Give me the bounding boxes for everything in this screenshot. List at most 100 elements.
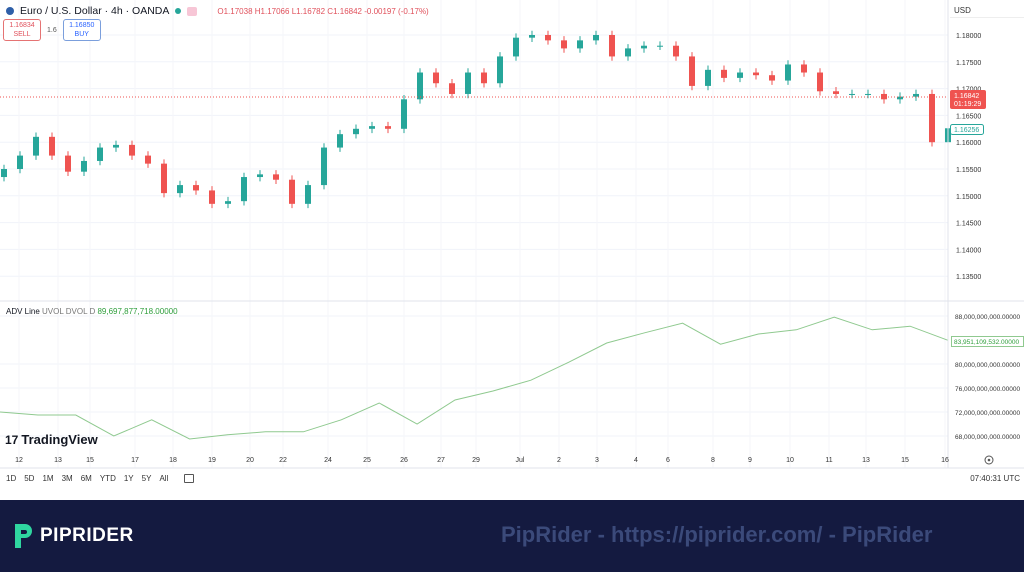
candle xyxy=(465,72,471,94)
time-tick: 9 xyxy=(748,457,752,464)
candle xyxy=(161,163,167,194)
symbol-title[interactable]: Euro / U.S. Dollar · 4h · OANDA xyxy=(20,5,170,17)
candle xyxy=(577,40,583,49)
candle xyxy=(561,40,567,49)
time-tick: 19 xyxy=(208,457,216,464)
candle xyxy=(657,45,663,47)
candle xyxy=(97,147,103,161)
candle xyxy=(641,45,647,49)
settings-icon[interactable] xyxy=(984,455,994,465)
candle xyxy=(305,185,311,204)
candle xyxy=(145,155,151,164)
candle xyxy=(113,144,119,148)
candle xyxy=(705,69,711,86)
time-tick: 8 xyxy=(711,457,715,464)
candle xyxy=(609,35,615,57)
candle xyxy=(929,93,935,143)
price-tick: 1.16500 xyxy=(956,113,981,120)
time-tick: 15 xyxy=(901,457,909,464)
candle xyxy=(385,126,391,129)
candle xyxy=(481,72,487,84)
candle xyxy=(353,128,359,135)
candle xyxy=(65,155,71,172)
chart-canvas[interactable]: 1.180001.175001.170001.165001.160001.155… xyxy=(0,0,1024,500)
time-tick: 10 xyxy=(786,457,794,464)
period-5d[interactable]: 5D xyxy=(24,474,35,483)
period-ytd[interactable]: YTD xyxy=(99,474,116,483)
candle xyxy=(593,35,599,41)
symbol-flag-icon xyxy=(6,7,14,15)
candle xyxy=(17,155,23,169)
time-tick: 11 xyxy=(825,457,832,464)
period-all[interactable]: All xyxy=(159,474,169,483)
period-1y[interactable]: 1Y xyxy=(123,474,134,483)
time-tick: 15 xyxy=(86,457,94,464)
time-tick: 17 xyxy=(131,457,139,464)
candle xyxy=(497,56,503,84)
time-tick: 16 xyxy=(941,457,949,464)
candle xyxy=(417,72,423,100)
candle xyxy=(849,93,855,95)
time-tick: 24 xyxy=(324,457,332,464)
candle xyxy=(673,45,679,57)
indicator-tick: 80,000,000,000.00000 xyxy=(955,362,1020,369)
time-tick: 25 xyxy=(363,457,371,464)
adv-current-label: 83,951,109,532.00000 xyxy=(951,336,1024,347)
banner: PIPRIDER PipRider - https://piprider.com… xyxy=(0,500,1024,572)
price-tick: 1.15000 xyxy=(956,194,981,201)
period-1m[interactable]: 1M xyxy=(42,474,54,483)
period-3m[interactable]: 3M xyxy=(61,474,73,483)
candle xyxy=(721,69,727,78)
candle xyxy=(241,177,247,202)
time-tick: 13 xyxy=(54,457,62,464)
price-tick: 1.15500 xyxy=(956,167,981,174)
menu-icon[interactable] xyxy=(187,6,198,16)
time-tick: 27 xyxy=(437,457,445,464)
candle xyxy=(49,136,55,156)
buy-button[interactable]: 1.16850 BUY xyxy=(62,19,101,41)
sell-button[interactable]: 1.16834 SELL xyxy=(3,19,41,41)
candle xyxy=(625,48,631,57)
spread: 1.6 xyxy=(47,26,57,34)
candle xyxy=(801,64,807,73)
candle xyxy=(545,35,551,41)
trade-buttons: 1.16834 SELL 1.6 1.16850 BUY xyxy=(3,19,101,41)
calendar-icon[interactable] xyxy=(184,474,195,483)
time-tick: Jul xyxy=(516,457,525,464)
price-tick: 1.16000 xyxy=(956,140,981,147)
svg-text:1.16256: 1.16256 xyxy=(954,127,979,134)
tradingview-logo[interactable]: 17 TradingView xyxy=(5,432,98,447)
indicator-tick: 72,000,000,000.00000 xyxy=(955,410,1020,417)
candle xyxy=(833,91,839,94)
candle xyxy=(177,185,183,194)
indicator-tick: 68,000,000,000.00000 xyxy=(955,434,1020,441)
period-6m[interactable]: 6M xyxy=(80,474,92,483)
time-tick: 22 xyxy=(279,457,287,464)
clock[interactable]: 07:40:31 UTC xyxy=(970,474,1020,483)
candle xyxy=(129,144,135,156)
candle xyxy=(401,99,407,129)
symbol-legend: Euro / U.S. Dollar · 4h · OANDA O1.17038… xyxy=(6,5,429,17)
candle xyxy=(1,169,7,178)
candle xyxy=(33,136,39,156)
candle xyxy=(817,72,823,92)
period-1d[interactable]: 1D xyxy=(6,474,17,483)
period-5y[interactable]: 5Y xyxy=(141,474,152,483)
candle xyxy=(753,72,759,76)
time-tick: 6 xyxy=(666,457,670,464)
price-label-marker: 1.16256 xyxy=(950,124,984,135)
currency-select[interactable]: USD xyxy=(950,4,1024,18)
candle xyxy=(881,93,887,100)
time-tick: 29 xyxy=(472,457,480,464)
candle xyxy=(369,126,375,129)
candle xyxy=(689,56,695,86)
candle xyxy=(81,160,87,172)
time-tick: 3 xyxy=(595,457,599,464)
candle xyxy=(913,93,919,97)
candle xyxy=(769,75,775,81)
indicator-legend: ADV Line UVOL DVOL D 89,697,877,718.0000… xyxy=(6,307,178,316)
watermark: PipRider - https://piprider.com/ - PipRi… xyxy=(501,522,933,547)
ohlc-values: O1.17038 H1.17066 L1.16782 C1.16842 -0.0… xyxy=(217,6,429,16)
piprider-logo-icon xyxy=(15,524,32,548)
time-tick: 4 xyxy=(634,457,638,464)
